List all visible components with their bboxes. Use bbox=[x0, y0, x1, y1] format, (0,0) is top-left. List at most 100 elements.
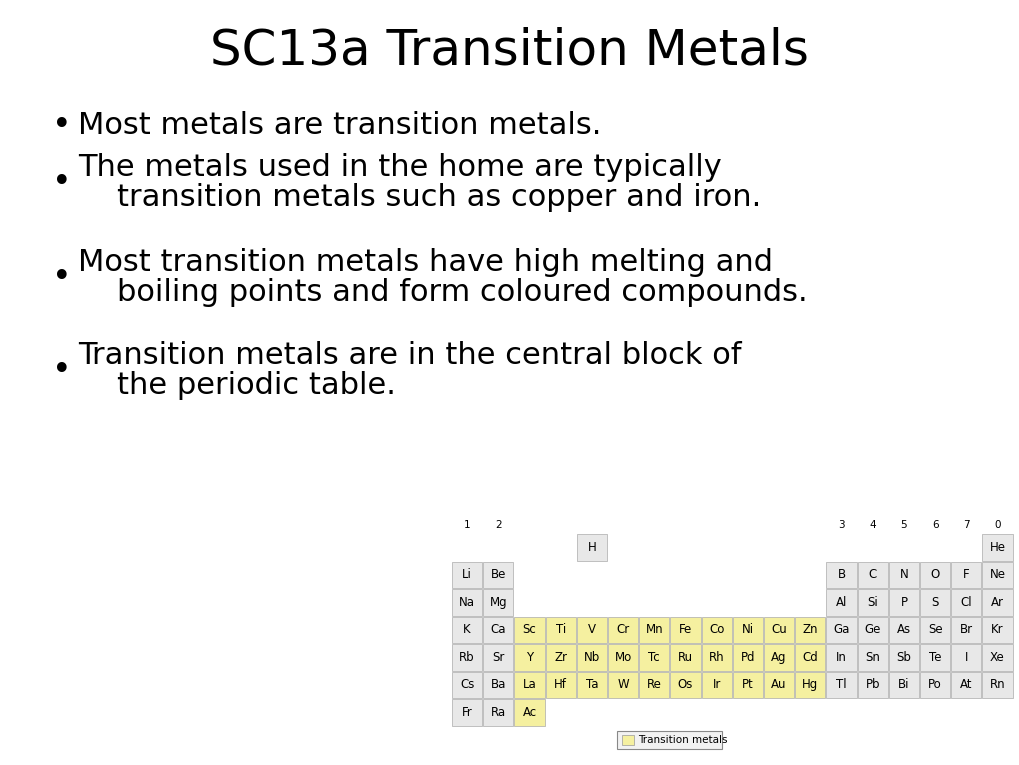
Bar bbox=[545, 644, 576, 670]
Text: Ni: Ni bbox=[741, 623, 753, 636]
Text: 2: 2 bbox=[494, 520, 501, 530]
Bar bbox=[483, 699, 513, 725]
Text: Ca: Ca bbox=[490, 623, 505, 636]
Text: Cd: Cd bbox=[802, 651, 817, 664]
Text: Cs: Cs bbox=[460, 679, 474, 692]
Text: boiling points and form coloured compounds.: boiling points and form coloured compoun… bbox=[77, 278, 807, 307]
Text: Br: Br bbox=[959, 623, 972, 636]
Text: Hf: Hf bbox=[553, 679, 567, 692]
Bar bbox=[981, 617, 1012, 643]
Bar bbox=[607, 617, 638, 643]
Bar bbox=[545, 672, 576, 698]
Text: SC13a Transition Metals: SC13a Transition Metals bbox=[210, 26, 809, 74]
Text: C: C bbox=[868, 568, 876, 581]
Text: La: La bbox=[522, 679, 536, 692]
Text: Ra: Ra bbox=[490, 706, 505, 719]
Bar bbox=[669, 672, 700, 698]
Bar bbox=[888, 644, 918, 670]
Text: Pt: Pt bbox=[741, 679, 753, 692]
Text: Transition metals: Transition metals bbox=[638, 735, 728, 745]
Bar bbox=[451, 589, 482, 616]
Text: Pd: Pd bbox=[740, 651, 754, 664]
Text: Ag: Ag bbox=[770, 651, 786, 664]
Bar bbox=[576, 644, 606, 670]
Bar bbox=[732, 644, 762, 670]
Text: Ir: Ir bbox=[712, 679, 720, 692]
Text: Ac: Ac bbox=[522, 706, 536, 719]
Text: 4: 4 bbox=[868, 520, 875, 530]
Text: Au: Au bbox=[770, 679, 786, 692]
Bar bbox=[981, 534, 1012, 561]
Bar bbox=[888, 672, 918, 698]
Bar bbox=[483, 589, 513, 616]
Bar bbox=[857, 617, 887, 643]
Text: •: • bbox=[52, 109, 71, 142]
Text: Rn: Rn bbox=[988, 679, 1005, 692]
Text: At: At bbox=[959, 679, 971, 692]
Text: Be: Be bbox=[490, 568, 505, 581]
Bar bbox=[639, 644, 668, 670]
Bar bbox=[732, 617, 762, 643]
Text: Cr: Cr bbox=[615, 623, 629, 636]
Text: Ne: Ne bbox=[988, 568, 1005, 581]
Bar bbox=[732, 672, 762, 698]
Text: Mn: Mn bbox=[645, 623, 662, 636]
Text: •: • bbox=[52, 353, 71, 386]
Text: V: V bbox=[587, 623, 595, 636]
Text: Ru: Ru bbox=[678, 651, 692, 664]
Text: Ge: Ge bbox=[864, 623, 880, 636]
Bar bbox=[951, 617, 980, 643]
Bar bbox=[483, 562, 513, 588]
Bar bbox=[701, 617, 731, 643]
Text: I: I bbox=[964, 651, 967, 664]
Text: 3: 3 bbox=[838, 520, 844, 530]
Text: Ga: Ga bbox=[833, 623, 849, 636]
Text: Mg: Mg bbox=[489, 596, 506, 609]
Bar bbox=[888, 589, 918, 616]
Text: N: N bbox=[899, 568, 907, 581]
Text: Se: Se bbox=[927, 623, 942, 636]
Text: Te: Te bbox=[928, 651, 941, 664]
Text: Na: Na bbox=[459, 596, 475, 609]
Text: Al: Al bbox=[835, 596, 847, 609]
Text: Xe: Xe bbox=[989, 651, 1004, 664]
Bar bbox=[483, 672, 513, 698]
Text: W: W bbox=[616, 679, 629, 692]
Bar bbox=[888, 617, 918, 643]
Bar bbox=[825, 672, 856, 698]
Bar bbox=[825, 644, 856, 670]
Bar bbox=[857, 562, 887, 588]
Bar bbox=[451, 699, 482, 725]
Bar bbox=[514, 699, 544, 725]
Bar bbox=[514, 644, 544, 670]
Bar bbox=[701, 672, 731, 698]
Bar bbox=[451, 617, 482, 643]
Text: Cl: Cl bbox=[960, 596, 971, 609]
Text: Ta: Ta bbox=[585, 679, 597, 692]
Bar bbox=[857, 644, 887, 670]
Bar bbox=[857, 589, 887, 616]
Bar bbox=[825, 589, 856, 616]
Text: O: O bbox=[929, 568, 938, 581]
Text: Zn: Zn bbox=[802, 623, 817, 636]
Text: 7: 7 bbox=[962, 520, 969, 530]
Bar bbox=[545, 617, 576, 643]
Bar bbox=[669, 644, 700, 670]
Bar bbox=[451, 562, 482, 588]
Text: Ar: Ar bbox=[990, 596, 1003, 609]
Text: 0: 0 bbox=[994, 520, 1000, 530]
Bar bbox=[919, 617, 950, 643]
Text: Most transition metals have high melting and: Most transition metals have high melting… bbox=[77, 248, 772, 276]
Text: Sr: Sr bbox=[491, 651, 504, 664]
Bar bbox=[919, 562, 950, 588]
Text: Re: Re bbox=[646, 679, 661, 692]
Text: Cu: Cu bbox=[770, 623, 787, 636]
Bar bbox=[763, 644, 794, 670]
Text: K: K bbox=[463, 623, 471, 636]
Bar bbox=[981, 589, 1012, 616]
Text: Nb: Nb bbox=[583, 651, 599, 664]
Text: As: As bbox=[896, 623, 910, 636]
Bar bbox=[795, 644, 824, 670]
Bar bbox=[483, 644, 513, 670]
Text: Tc: Tc bbox=[648, 651, 659, 664]
